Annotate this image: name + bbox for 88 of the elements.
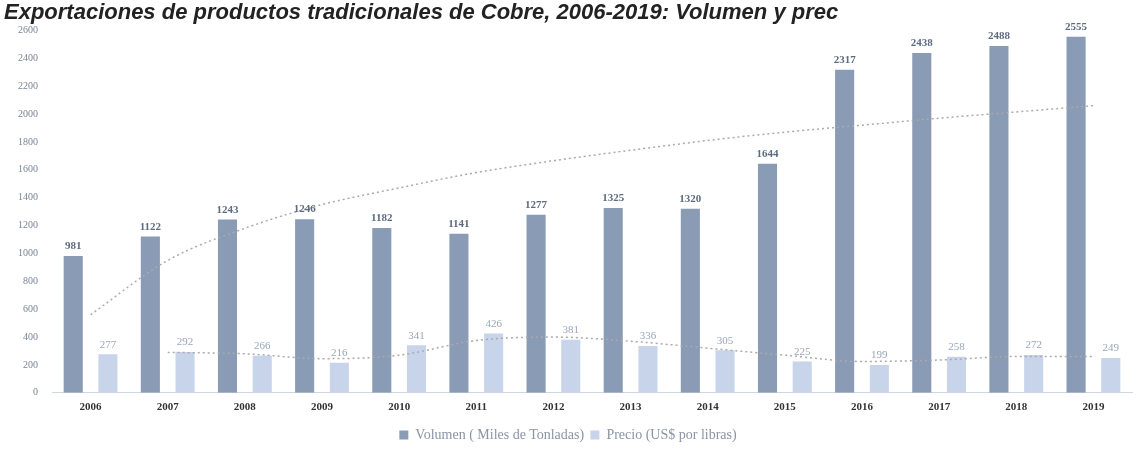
data-label: 199 (871, 348, 889, 361)
bar (757, 163, 778, 393)
x-tick-label: 2015 (773, 400, 797, 413)
line-series (89, 104, 1095, 316)
y-tick-label: 0 (33, 386, 38, 398)
bar (835, 69, 855, 393)
bar (252, 355, 272, 393)
x-tick-label: 2010 (388, 400, 411, 413)
x-tick-label: 2014 (696, 400, 720, 413)
data-label: 1325 (602, 191, 625, 204)
bar (603, 208, 623, 393)
x-tick-label: 2008 (233, 400, 257, 413)
bar (1024, 354, 1044, 393)
bar (715, 350, 735, 393)
data-label: 1141 (448, 217, 470, 230)
data-label: 305 (716, 333, 734, 346)
y-tick-label: 1000 (18, 247, 38, 259)
data-label: 1277 (525, 198, 548, 211)
data-label: 266 (253, 339, 271, 352)
data-label: 1246 (293, 202, 317, 215)
bar (1066, 36, 1086, 393)
x-tick-label: 2018 (1005, 400, 1028, 413)
data-label: 336 (639, 329, 657, 342)
y-tick-label: 2600 (18, 24, 38, 36)
legend-label: Volumen ( Miles de Tonladas) (415, 426, 585, 443)
data-label: 341 (408, 328, 425, 341)
bar (526, 214, 546, 393)
data-label: 292 (176, 335, 194, 348)
x-tick-label: 2016 (851, 400, 874, 413)
bar (869, 365, 889, 393)
y-tick-label: 1800 (18, 135, 38, 147)
data-label: 2555 (1065, 20, 1088, 33)
y-tick-label: 800 (23, 274, 38, 286)
x-tick-label: 2007 (156, 400, 180, 413)
y-tick-label: 2000 (18, 107, 38, 119)
legend-label: Precio (US$ por libras) (606, 426, 737, 443)
bar (792, 361, 812, 393)
data-label: 249 (1102, 341, 1120, 354)
bar (63, 256, 83, 393)
y-tick-label: 2200 (18, 79, 38, 91)
data-label: 277 (99, 337, 117, 350)
data-label: 1320 (679, 192, 702, 205)
data-label: 2488 (987, 29, 1011, 42)
bar (638, 345, 658, 393)
data-label: 1122 (139, 219, 162, 232)
x-tick-label: 2012 (542, 400, 565, 413)
bar (561, 339, 581, 393)
data-label: 1182 (371, 211, 393, 224)
bar (329, 362, 349, 393)
bar (140, 236, 160, 393)
data-label: 225 (793, 344, 811, 357)
data-label: 2438 (910, 36, 934, 49)
y-tick-label: 2400 (18, 51, 38, 63)
data-label: 381 (562, 323, 580, 336)
y-tick-label: 200 (23, 358, 38, 370)
x-tick-label: 2019 (1082, 400, 1105, 413)
data-label: 216 (331, 346, 349, 359)
bar (449, 233, 469, 393)
bar (989, 46, 1009, 393)
data-label: 1243 (216, 202, 239, 215)
bar (946, 356, 967, 393)
bar (406, 345, 427, 393)
x-tick-label: 2013 (619, 400, 643, 413)
bar (484, 333, 504, 393)
chart-title: Exportaciones de productos tradicionales de Cobre, 2006-2019: Volumen y prec (4, 0, 839, 25)
data-label: 426 (485, 316, 503, 329)
data-label: 272 (1025, 338, 1042, 351)
bar (912, 52, 932, 393)
data-label: 258 (948, 340, 966, 353)
x-tick-label: 2009 (311, 400, 334, 413)
bar (295, 219, 315, 393)
bar (680, 208, 700, 393)
y-tick-label: 1400 (18, 191, 38, 203)
data-label: 981 (64, 239, 82, 252)
bar (217, 219, 238, 393)
y-tick-label: 1600 (18, 163, 38, 175)
x-tick-label: 2006 (79, 400, 103, 413)
data-label: 2317 (833, 53, 857, 66)
y-tick-label: 600 (23, 302, 38, 314)
x-tick-label: 2011 (465, 400, 487, 413)
y-tick-label: 400 (23, 330, 38, 342)
bar (98, 354, 118, 393)
bar (372, 228, 392, 393)
bar (1101, 358, 1121, 393)
bar (175, 352, 195, 393)
y-tick-label: 1200 (18, 219, 38, 231)
x-tick-label: 2017 (928, 400, 951, 413)
data-label: 1644 (756, 147, 779, 159)
